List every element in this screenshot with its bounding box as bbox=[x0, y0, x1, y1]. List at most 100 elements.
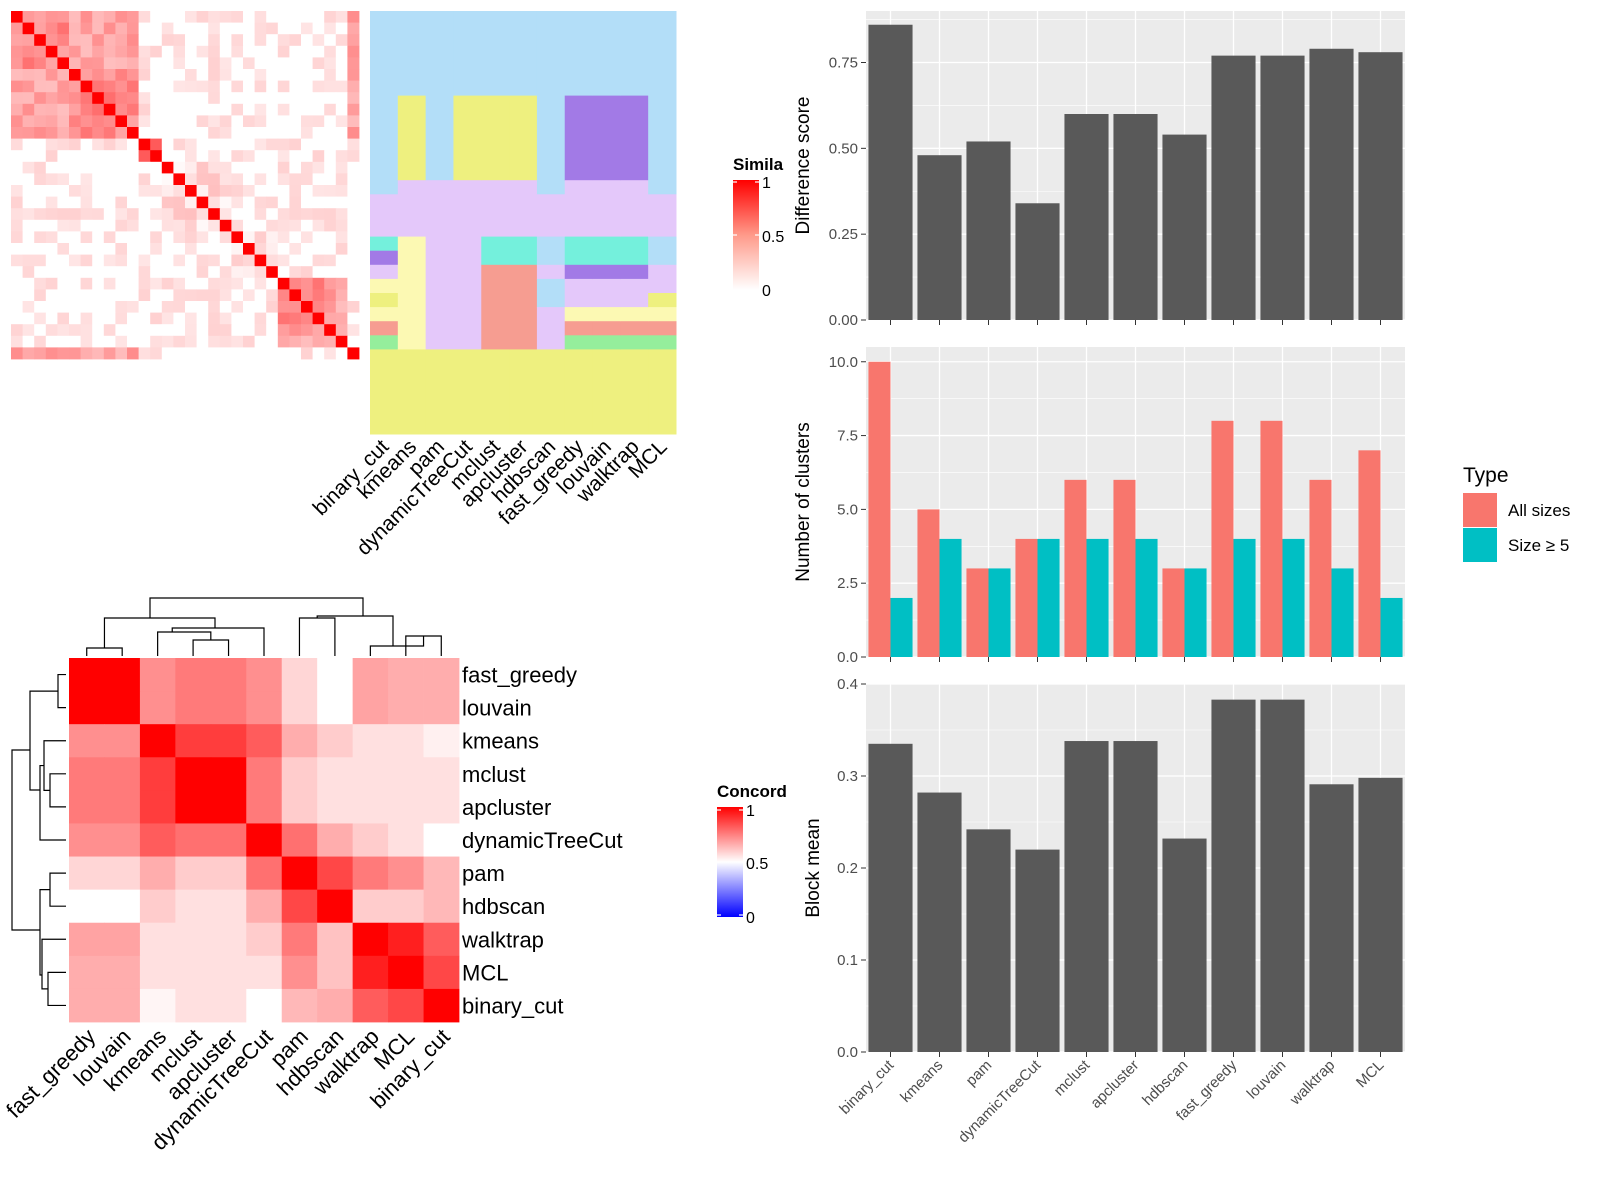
similarity-cell bbox=[22, 45, 35, 58]
similarity-cell bbox=[185, 127, 197, 139]
similarity-cell bbox=[57, 324, 70, 337]
row-label-apcluster: apcluster bbox=[462, 795, 551, 820]
similarity-cell bbox=[103, 150, 116, 163]
row-label-hdbscan: hdbscan bbox=[462, 894, 545, 919]
concordance-cell bbox=[246, 724, 283, 758]
similarity-cell bbox=[80, 347, 93, 360]
dendrogram-branch bbox=[86, 647, 123, 656]
similarity-cell bbox=[208, 115, 221, 128]
similarity-cell bbox=[324, 161, 337, 174]
similarity-cell bbox=[103, 324, 116, 337]
similarity-cell bbox=[92, 301, 105, 313]
similarity-cell bbox=[161, 161, 174, 174]
similarity-cell bbox=[254, 80, 267, 93]
similarity-cell bbox=[243, 161, 255, 174]
similarity-cell bbox=[45, 277, 58, 290]
similarity-cell bbox=[173, 103, 186, 116]
y-axis-title: Difference score bbox=[793, 97, 814, 235]
similarity-cell bbox=[69, 45, 81, 58]
similarity-cell bbox=[335, 127, 348, 139]
bar-size-ge5-binary_cut bbox=[890, 597, 913, 657]
similarity-cell bbox=[92, 173, 105, 186]
similarity-cell bbox=[301, 243, 313, 255]
similarity-cell bbox=[196, 208, 209, 221]
concordance-tick-1: 1 bbox=[746, 803, 755, 820]
similarity-cell bbox=[80, 312, 93, 325]
similarity-cell bbox=[266, 57, 279, 70]
similarity-cell bbox=[115, 196, 128, 209]
concordance-cell bbox=[388, 724, 424, 758]
similarity-cell bbox=[150, 150, 163, 163]
similarity-cell bbox=[219, 173, 232, 186]
similarity-cell bbox=[45, 312, 58, 325]
concordance-cell bbox=[388, 889, 424, 924]
cluster-cell bbox=[592, 264, 621, 280]
concordance-cell bbox=[139, 988, 176, 1023]
y-tick-label: 0.50 bbox=[829, 140, 858, 157]
similarity-cell bbox=[115, 45, 128, 58]
similarity-cell bbox=[208, 324, 221, 337]
similarity-cell bbox=[92, 150, 105, 163]
similarity-cell bbox=[150, 138, 163, 151]
similarity-cell bbox=[219, 80, 232, 93]
similarity-cell bbox=[301, 150, 313, 163]
similarity-cell bbox=[208, 45, 221, 58]
similarity-cell bbox=[57, 34, 70, 47]
similarity-cell bbox=[69, 80, 81, 93]
similarity-cell bbox=[103, 22, 116, 35]
concordance-cell bbox=[246, 922, 283, 957]
similarity-cell bbox=[208, 254, 221, 267]
cluster-cell bbox=[648, 349, 677, 435]
concordance-cell bbox=[423, 955, 460, 990]
bar-all-sizes-hdbscan bbox=[1162, 568, 1185, 657]
similarity-cell bbox=[301, 196, 313, 209]
y-tick-label: 0.2 bbox=[837, 860, 858, 877]
similarity-cell bbox=[219, 324, 232, 337]
concordance-cell bbox=[210, 955, 247, 990]
similarity-cell bbox=[266, 301, 279, 313]
similarity-cell bbox=[80, 219, 93, 232]
similarity-cell bbox=[347, 138, 360, 151]
similarity-cell bbox=[22, 335, 35, 348]
similarity-cell bbox=[231, 150, 244, 163]
similarity-cell bbox=[173, 208, 186, 221]
similarity-cell bbox=[103, 115, 116, 128]
similarity-cell bbox=[161, 289, 174, 302]
x-tick-label-walktrap: walktrap bbox=[1286, 1057, 1338, 1109]
cluster-cell bbox=[397, 11, 427, 97]
dendrogram-branch bbox=[11, 749, 40, 931]
concordance-cell bbox=[281, 724, 318, 758]
similarity-cell bbox=[312, 335, 325, 348]
similarity-cell bbox=[185, 277, 197, 290]
similarity-cell bbox=[57, 57, 70, 70]
similarity-cell bbox=[243, 208, 255, 221]
similarity-cell bbox=[312, 57, 325, 70]
similarity-cell bbox=[103, 92, 116, 105]
similarity-cell bbox=[347, 219, 360, 232]
similarity-cell bbox=[254, 301, 267, 313]
concordance-tick-05: 0.5 bbox=[746, 856, 768, 873]
similarity-cell bbox=[277, 254, 290, 267]
concordance-cell bbox=[104, 922, 141, 957]
similarity-cell bbox=[103, 138, 116, 151]
bar-size-ge5-apcluster bbox=[1135, 538, 1158, 657]
similarity-cell bbox=[196, 138, 209, 151]
cluster-cell bbox=[536, 349, 566, 435]
similarity-cell bbox=[312, 138, 325, 151]
similarity-cell bbox=[266, 173, 279, 186]
similarity-cell bbox=[312, 231, 325, 244]
similarity-cell bbox=[266, 115, 279, 128]
cluster-cell bbox=[620, 349, 649, 435]
similarity-cell bbox=[103, 219, 116, 232]
similarity-cell bbox=[324, 185, 337, 197]
similarity-cell bbox=[22, 22, 35, 35]
similarity-cell bbox=[22, 173, 35, 186]
similarity-cell bbox=[243, 335, 255, 348]
concordance-cell bbox=[210, 757, 247, 791]
similarity-cell bbox=[69, 312, 81, 325]
similarity-cell bbox=[324, 324, 337, 337]
similarity-cell bbox=[11, 138, 23, 151]
similarity-cell bbox=[11, 254, 23, 267]
similarity-cell bbox=[324, 208, 337, 221]
similarity-cell bbox=[150, 185, 163, 197]
